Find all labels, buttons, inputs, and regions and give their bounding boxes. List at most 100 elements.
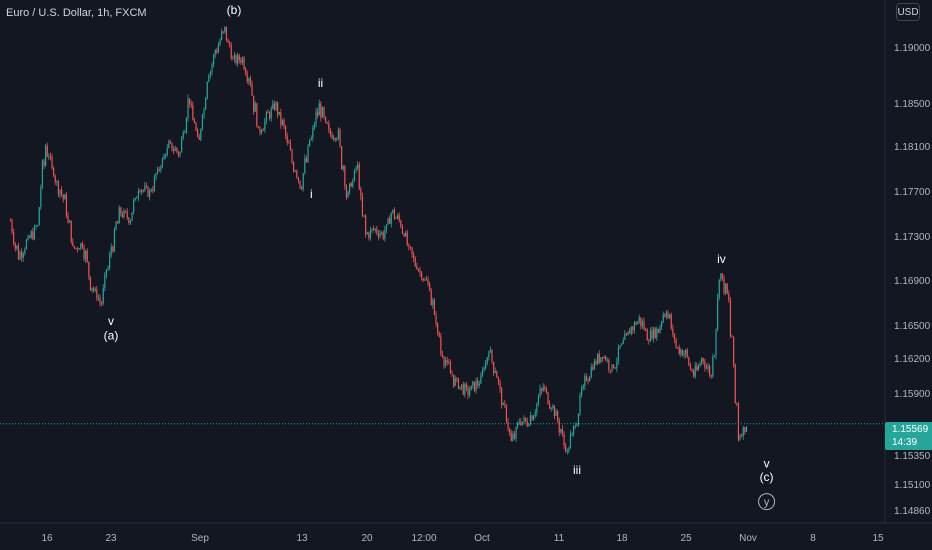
- candle-body: [571, 433, 573, 435]
- candle-body: [246, 74, 248, 82]
- candle-body: [560, 428, 562, 433]
- bar-countdown: 14:39: [892, 437, 918, 448]
- candle-body: [656, 328, 658, 338]
- candle-body: [685, 349, 687, 354]
- candle-body: [149, 190, 151, 197]
- candle-body: [510, 432, 512, 441]
- candle-body: [262, 129, 264, 131]
- candle-body: [555, 411, 557, 417]
- candle-body: [427, 279, 429, 285]
- candle-body: [438, 332, 440, 337]
- candle-body: [14, 243, 16, 249]
- candle-body: [341, 146, 343, 170]
- candle-body: [734, 364, 736, 404]
- candle-body: [80, 243, 82, 249]
- candle-body: [568, 448, 570, 451]
- candle-body: [304, 158, 306, 174]
- candle-body: [645, 329, 647, 331]
- candle-body: [584, 376, 586, 387]
- candle-body: [278, 112, 280, 115]
- candle-body: [507, 421, 509, 429]
- candle-body: [241, 57, 244, 63]
- candle-body: [398, 215, 400, 221]
- candle-body: [550, 407, 552, 409]
- candle-body: [128, 217, 130, 223]
- candle-body: [707, 365, 709, 369]
- candle-body: [117, 221, 119, 224]
- candle-body: [581, 388, 583, 396]
- candle-body: [539, 388, 541, 397]
- candle-body: [598, 353, 600, 363]
- candle-body: [315, 111, 317, 125]
- candle-body: [653, 328, 655, 339]
- candle-body: [237, 55, 239, 64]
- candle-body: [195, 123, 197, 131]
- candle-body: [9, 220, 12, 222]
- candle-body: [144, 185, 146, 191]
- candle-body: [536, 403, 538, 413]
- candle-body: [462, 384, 464, 395]
- candle-body: [350, 183, 352, 187]
- candle-body: [38, 207, 40, 226]
- last-price-value: 1.15569: [892, 424, 929, 435]
- symbol-title[interactable]: Euro / U.S. Dollar, 1h, FXCM: [6, 7, 147, 19]
- candle-body: [600, 357, 602, 363]
- candle-body: [632, 326, 634, 331]
- candle-body: [352, 180, 354, 187]
- candle-body: [680, 349, 682, 355]
- candle-body: [741, 435, 743, 437]
- candle-body: [40, 187, 42, 208]
- candle-body: [579, 395, 581, 414]
- candle-body: [347, 191, 349, 198]
- candle-body: [283, 119, 285, 127]
- currency-button[interactable]: USD: [896, 3, 920, 21]
- candle-body: [19, 252, 21, 260]
- candle-body: [294, 170, 296, 172]
- candle-body: [701, 358, 703, 364]
- candle-body: [441, 353, 444, 358]
- candle-body: [168, 141, 170, 148]
- candle-body: [217, 45, 220, 53]
- candle-body: [403, 233, 405, 237]
- candle-body: [491, 349, 493, 362]
- candle-body: [561, 428, 564, 435]
- candle-body: [137, 190, 140, 198]
- candle-body: [209, 71, 212, 76]
- candle-body: [517, 422, 519, 427]
- time-tick-label: 23: [105, 533, 117, 544]
- candle-body: [24, 248, 26, 254]
- wave-label: iv: [717, 252, 726, 266]
- candle-body: [365, 215, 367, 235]
- wave-label: iii: [573, 463, 581, 477]
- candle-body: [406, 232, 408, 246]
- candle-body: [125, 210, 127, 212]
- candle-body: [313, 124, 316, 128]
- candle-body: [723, 277, 725, 293]
- candle-body: [41, 160, 44, 188]
- candle-body: [22, 253, 24, 258]
- candle-body: [601, 357, 604, 359]
- candle-body: [197, 130, 199, 137]
- candle-body: [547, 392, 549, 405]
- candle-body: [296, 170, 298, 178]
- candle-body: [32, 231, 34, 240]
- candle-body: [446, 360, 448, 363]
- candle-body: [433, 299, 436, 315]
- candle-body: [617, 347, 620, 362]
- candle-body: [86, 250, 88, 262]
- candle-body: [465, 384, 468, 388]
- candle-body: [342, 166, 344, 170]
- candle-body: [614, 367, 616, 369]
- candle-body: [709, 365, 711, 376]
- candle-body: [189, 98, 191, 105]
- candle-body: [677, 347, 679, 349]
- candle-body: [222, 31, 224, 33]
- candle-body: [569, 434, 572, 449]
- price-tick-label: 1.14860: [894, 506, 931, 517]
- candle-body: [609, 369, 612, 371]
- candle-body: [437, 323, 439, 333]
- candle-body: [136, 197, 138, 199]
- time-tick-label: 18: [616, 533, 628, 544]
